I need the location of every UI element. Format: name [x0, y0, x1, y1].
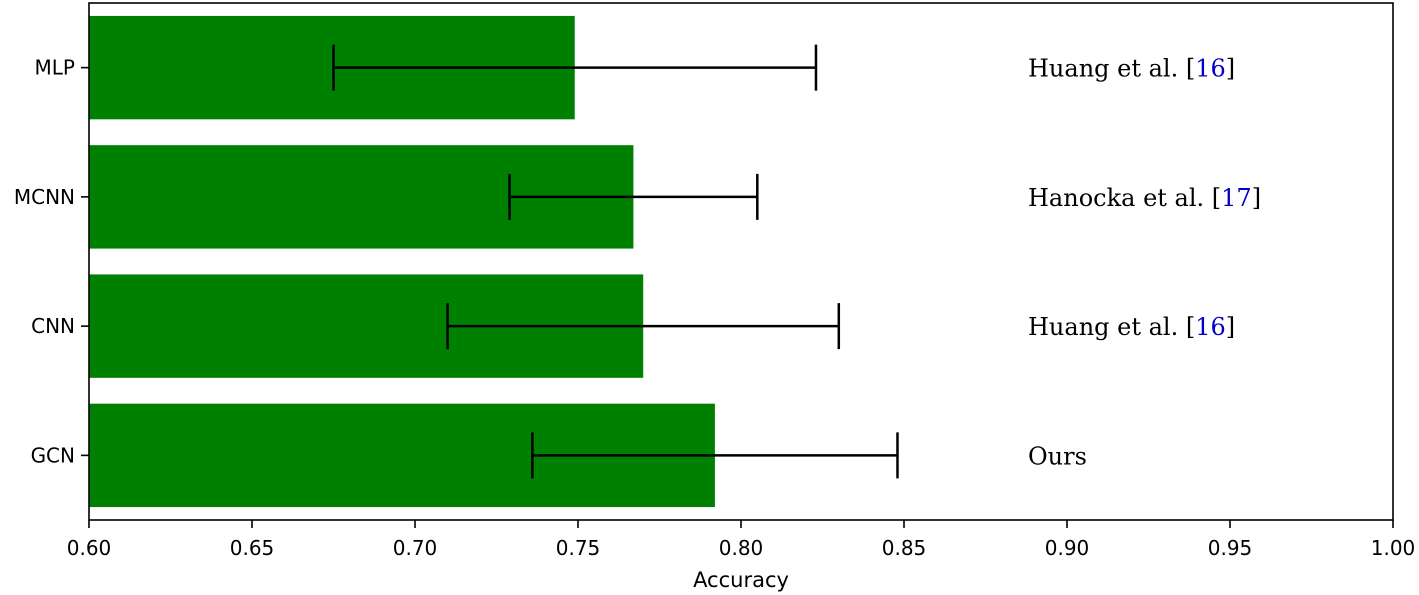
x-tick-label: 0.95	[1208, 536, 1253, 560]
annotation-close: ]	[1226, 313, 1235, 341]
bars-layer	[89, 15, 715, 508]
annotation-citation: 16	[1195, 313, 1226, 341]
annotation-close: ]	[1226, 55, 1235, 83]
annotation-mlp: Huang et al. [16]	[1028, 55, 1235, 83]
x-axis-ticks: 0.60 0.65 0.70 0.75 0.80 0.85 0.90 0.95 1.00	[67, 520, 1416, 560]
y-tick-label-cnn: CNN	[31, 314, 75, 338]
annotation-text: Hanocka et al. [	[1028, 184, 1221, 212]
error-bar-gcn	[531, 432, 899, 479]
error-bars-layer	[332, 44, 899, 479]
annotation-citation: 16	[1195, 55, 1226, 83]
annotation-mcnn: Hanocka et al. [17]	[1028, 184, 1261, 212]
y-tick-label-mlp: MLP	[35, 56, 75, 80]
x-tick-label: 0.70	[393, 536, 438, 560]
x-tick-label: 0.80	[719, 536, 764, 560]
annotation-text: Ours	[1028, 442, 1087, 470]
x-tick-label: 0.90	[1045, 536, 1090, 560]
y-tick-label-gcn: GCN	[31, 443, 75, 467]
error-bar-cnn	[446, 303, 841, 350]
x-tick-label: 0.85	[882, 536, 927, 560]
y-tick-label-mcnn: MCNN	[14, 185, 75, 209]
x-tick-label: 0.60	[67, 536, 112, 560]
x-tick-label: 0.75	[556, 536, 601, 560]
x-axis-label: Accuracy	[693, 568, 789, 592]
error-bar-mcnn	[508, 173, 759, 220]
error-bar-mlp	[332, 44, 818, 91]
x-tick-label: 0.65	[230, 536, 275, 560]
annotation-citation: 17	[1221, 184, 1252, 212]
x-tick-label: 1.00	[1371, 536, 1416, 560]
annotation-close: ]	[1252, 184, 1261, 212]
annotation-cnn: Huang et al. [16]	[1028, 313, 1235, 341]
annotation-gcn: Ours	[1028, 442, 1087, 470]
y-axis-ticks: MLP MCNN CNN GCN	[14, 56, 89, 467]
annotation-text: Huang et al. [	[1028, 55, 1195, 83]
annotations-layer: Huang et al. [16]Hanocka et al. [17]Huan…	[1028, 55, 1261, 471]
annotation-text: Huang et al. [	[1028, 313, 1195, 341]
